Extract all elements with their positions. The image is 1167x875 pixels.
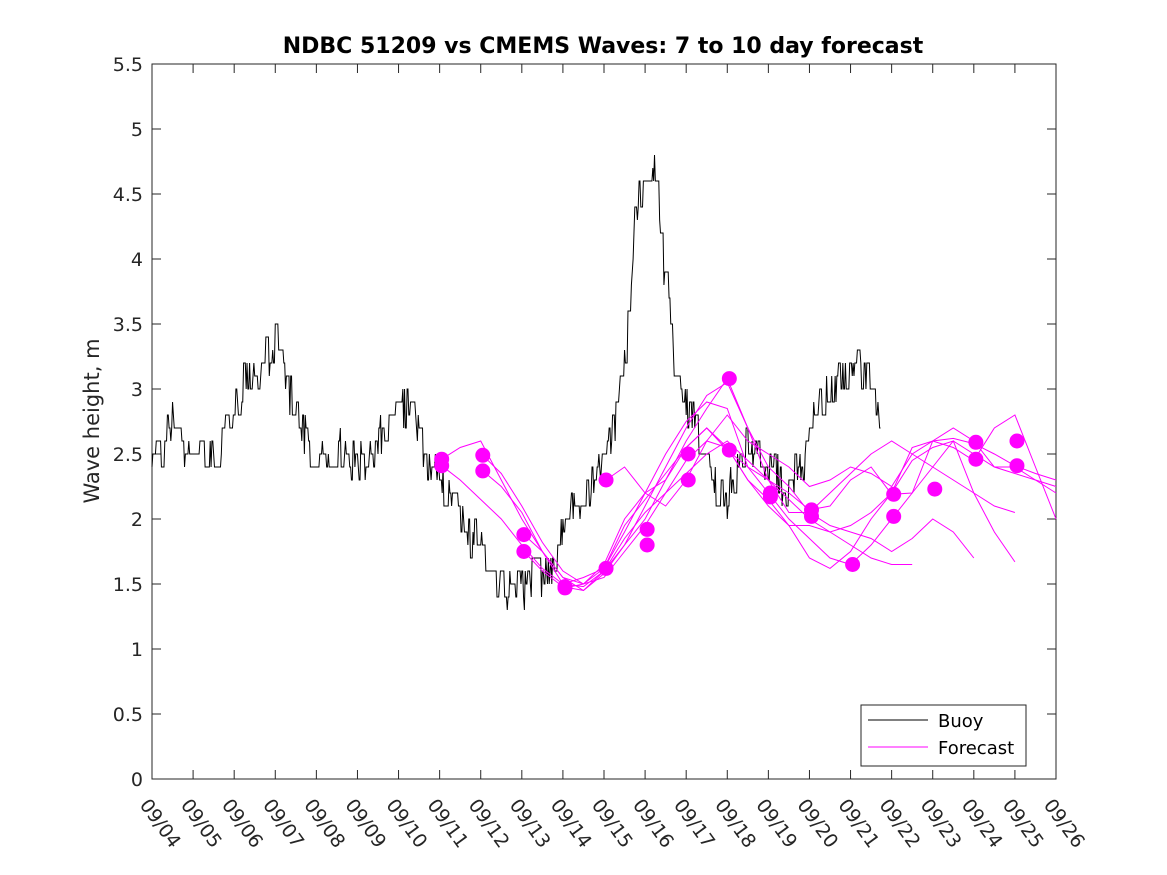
legend-forecast-label: Forecast <box>938 738 1014 759</box>
forecast-series-line <box>523 427 1057 585</box>
y-tick-label: 5.5 <box>113 54 143 76</box>
y-tick-label: 0 <box>131 769 143 791</box>
y-tick-label: 2.5 <box>113 444 143 466</box>
forecast-marker <box>721 442 737 458</box>
forecast-marker <box>886 508 902 524</box>
forecast-marker <box>557 579 573 595</box>
forecast-marker <box>516 544 532 559</box>
buoy-series-line <box>151 154 881 611</box>
forecast-marker <box>680 472 696 488</box>
forecast-marker <box>639 537 655 553</box>
forecast-marker <box>680 446 696 462</box>
y-tick-label: 1 <box>131 639 143 661</box>
forecast-marker <box>475 447 491 463</box>
forecast-marker <box>762 489 778 505</box>
legend-box <box>860 704 1027 767</box>
forecast-marker <box>721 371 737 387</box>
y-tick-label: 5 <box>131 119 143 141</box>
forecast-marker <box>804 508 820 524</box>
y-tick-label: 3.5 <box>113 314 143 336</box>
forecast-series-line <box>441 440 913 588</box>
forecast-marker <box>968 451 984 467</box>
forecast-marker <box>845 557 861 572</box>
forecast-marker <box>598 472 614 488</box>
y-axis-label: Wave height, m <box>80 338 104 503</box>
y-tick-label: 3 <box>131 379 143 401</box>
legend: Buoy Forecast <box>860 704 1027 767</box>
forecast-marker <box>639 521 655 537</box>
axes-box <box>151 63 1057 780</box>
forecast-marker <box>598 560 614 576</box>
forecast-marker <box>475 463 491 479</box>
y-tick-label: 1.5 <box>113 574 143 596</box>
forecast-marker <box>1009 458 1025 474</box>
forecast-marker <box>434 451 450 467</box>
y-tick-label: 0.5 <box>113 704 143 726</box>
forecast-marker <box>968 434 984 450</box>
forecast-marker <box>927 481 943 497</box>
forecast-marker <box>886 486 902 502</box>
forecast-marker <box>516 527 532 543</box>
y-tick-label: 4.5 <box>113 184 143 206</box>
chart-title: NDBC 51209 vs CMEMS Waves: 7 to 10 day f… <box>283 34 924 59</box>
y-tick-label: 2 <box>131 509 143 531</box>
y-tick-label: 4 <box>131 249 143 271</box>
legend-buoy-label: Buoy <box>938 711 984 732</box>
forecast-marker <box>1009 433 1025 449</box>
